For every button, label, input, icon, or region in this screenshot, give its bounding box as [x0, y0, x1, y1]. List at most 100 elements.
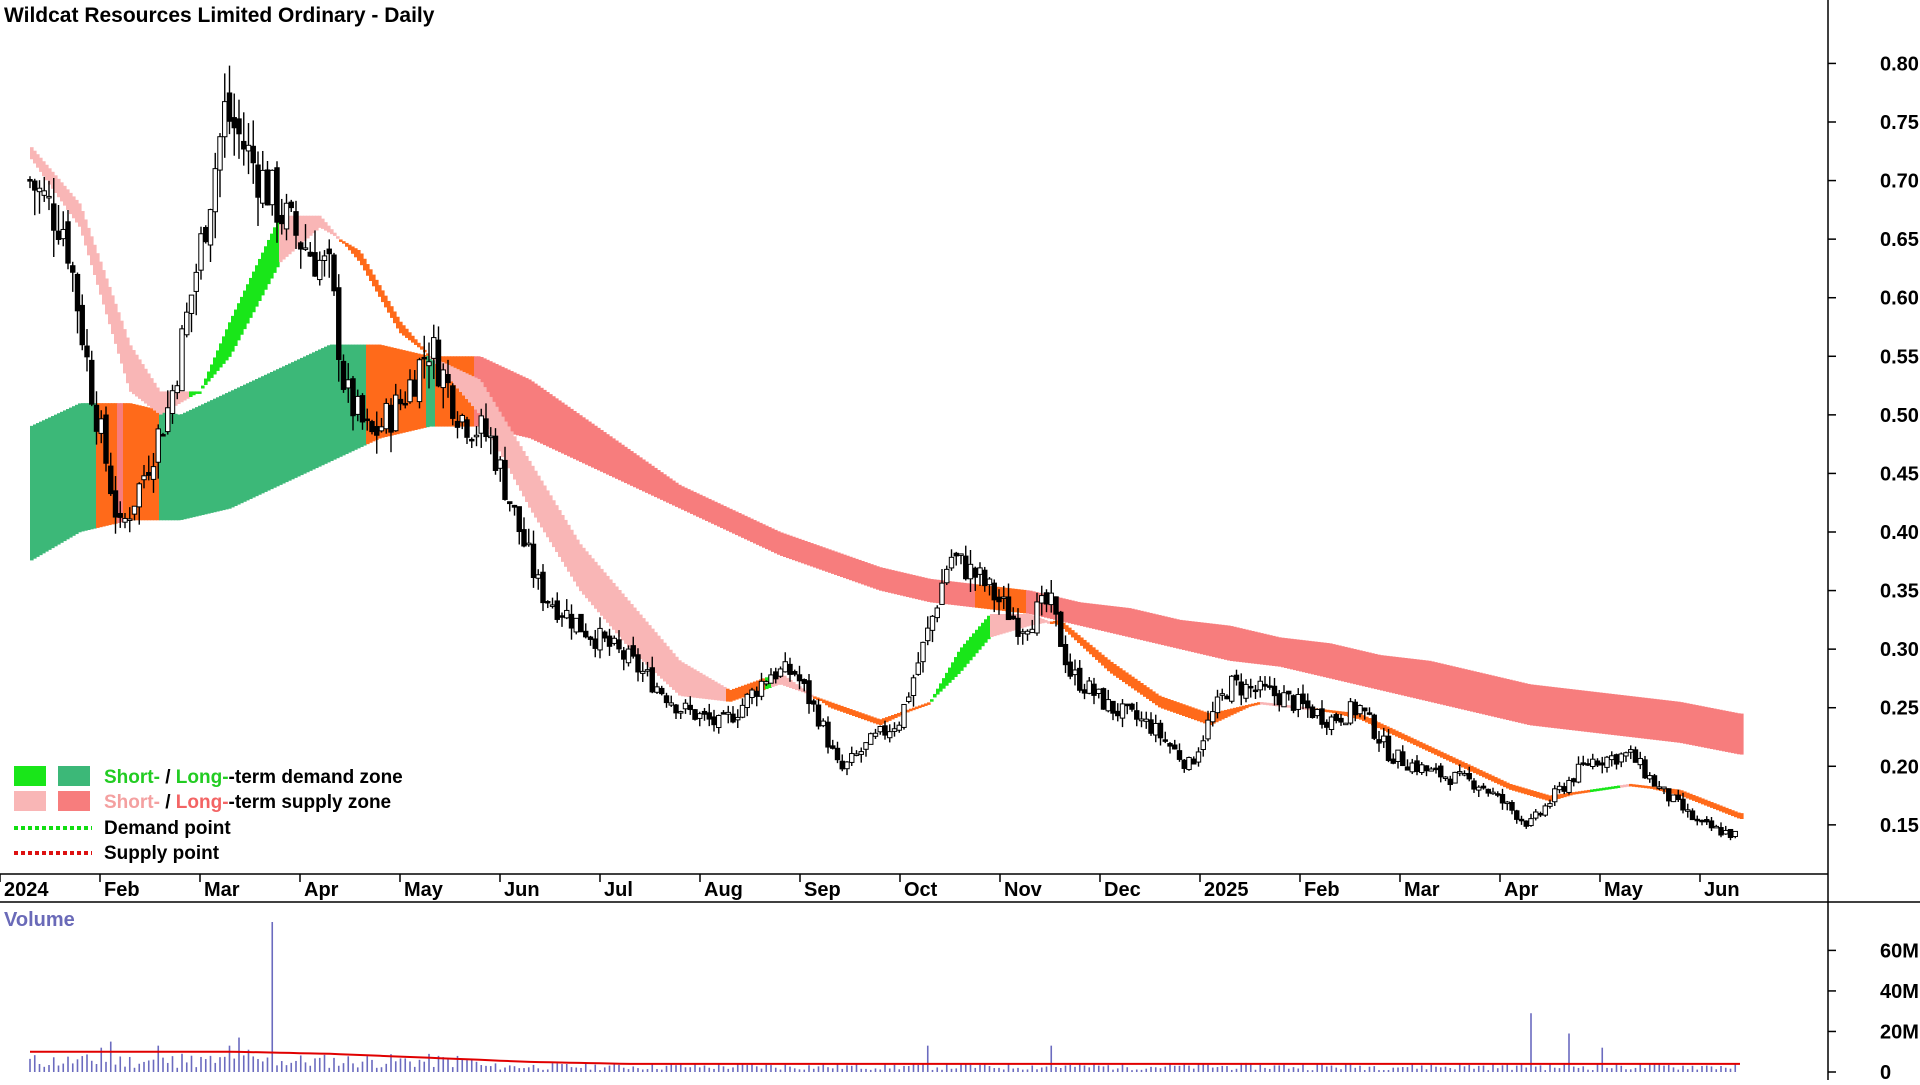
short-term-zone-slice [1629, 783, 1633, 787]
legend-swatch-long-demand [58, 766, 90, 786]
long-term-zone-slice [630, 451, 634, 486]
candle-body [1704, 819, 1710, 823]
long-term-zone-slice [1095, 604, 1099, 630]
short-term-zone-slice [513, 436, 517, 480]
short-term-zone-slice [495, 406, 499, 446]
short-term-zone-slice [1575, 791, 1579, 795]
candle-body [1134, 710, 1140, 720]
short-term-zone-slice [135, 354, 139, 397]
short-term-zone-slice [741, 685, 745, 698]
short-term-zone-slice [318, 215, 322, 228]
long-term-zone-slice [1032, 591, 1036, 615]
long-term-zone-slice [1398, 657, 1402, 695]
short-term-zone-slice [624, 597, 628, 644]
short-term-zone-slice [681, 662, 685, 697]
legend-short-demand-label: Short- [104, 767, 160, 788]
short-term-zone-slice [981, 622, 985, 647]
short-term-zone-slice [54, 175, 58, 193]
date-tick-label: 2025 [1204, 879, 1249, 901]
short-term-zone-slice [309, 215, 313, 236]
volume-tick-label: 60M [1880, 940, 1919, 962]
volume-moving-average-line [30, 1050, 1740, 1065]
long-term-zone-slice [1275, 636, 1279, 667]
candle-body [1281, 692, 1287, 708]
long-term-zone-slice [1680, 702, 1684, 744]
short-term-zone-slice [1359, 713, 1363, 720]
short-term-zone-slice [1482, 771, 1486, 778]
long-term-zone-slice [726, 507, 730, 531]
candle-body [454, 420, 461, 428]
long-term-zone-slice [1689, 703, 1693, 745]
candle-body [1466, 772, 1472, 780]
long-term-zone-slice [819, 546, 823, 570]
short-term-zone-slice [1431, 747, 1435, 754]
long-term-zone-slice [1323, 642, 1327, 678]
candle-body [659, 687, 665, 695]
price-tick-label: 0.50 [1880, 405, 1919, 427]
short-term-zone-slice [675, 656, 679, 693]
long-term-zone-slice [393, 347, 397, 435]
candle-body [815, 704, 822, 727]
short-term-zone-slice [1398, 732, 1402, 738]
long-term-zone-slice [1545, 686, 1549, 728]
short-term-zone-slice [933, 693, 937, 698]
short-term-zone-slice [45, 164, 49, 181]
long-term-zone-slice [1452, 666, 1456, 708]
candle-body [720, 712, 727, 715]
candle-body [910, 677, 917, 696]
candle-body [934, 607, 940, 619]
candle-body [573, 617, 579, 633]
short-term-zone-slice [1146, 687, 1150, 699]
long-term-zone-slice [168, 412, 172, 521]
short-term-zone-slice [825, 700, 829, 706]
long-term-zone-slice [660, 472, 664, 500]
long-term-zone-slice [255, 379, 259, 497]
long-term-zone-slice [276, 369, 280, 487]
candle-body [1029, 628, 1035, 634]
candle-body [174, 385, 180, 394]
short-term-zone-slice [852, 710, 856, 716]
short-term-zone-slice [1392, 729, 1396, 736]
long-term-zone-slice [192, 408, 196, 518]
short-term-zone-slice [1056, 620, 1060, 625]
candle-body [1723, 829, 1729, 835]
short-term-zone-slice [1086, 642, 1090, 652]
short-term-zone-slice [1494, 777, 1498, 783]
long-term-zone-slice [249, 381, 253, 499]
long-term-zone-slice [1590, 691, 1594, 733]
long-term-zone-slice [1386, 655, 1390, 692]
short-term-zone-slice [1008, 614, 1012, 632]
long-term-zone-slice [1011, 588, 1015, 612]
candle-body [1053, 596, 1059, 615]
candle-body [1191, 758, 1197, 765]
long-term-zone-slice [1737, 713, 1741, 755]
long-term-zone-slice [531, 381, 535, 440]
long-term-zone-slice [1362, 651, 1366, 687]
candle-body [32, 180, 38, 191]
candle-body [1153, 722, 1159, 736]
long-term-zone-slice [606, 434, 610, 475]
long-term-zone-slice [1086, 603, 1090, 628]
long-term-zone-slice [738, 513, 742, 537]
short-term-zone-slice [1434, 748, 1438, 755]
candle-body [1309, 706, 1316, 719]
long-term-zone-slice [1695, 705, 1699, 747]
candles [27, 65, 1738, 841]
long-term-zone-slice [975, 584, 979, 608]
candle-body [545, 601, 551, 604]
candle-body [839, 760, 845, 770]
short-term-zone-slice [1242, 705, 1246, 710]
short-term-zone-slice [141, 364, 145, 402]
short-term-zone-slice [1527, 789, 1531, 796]
long-term-zone-slice [1290, 638, 1294, 670]
long-term-zone-slice [777, 531, 781, 555]
short-term-zone-slice [960, 647, 964, 671]
candle-body [1219, 693, 1225, 696]
candle-body [526, 542, 532, 546]
long-term-zone-slice [1572, 689, 1576, 731]
short-term-zone-slice [159, 391, 163, 415]
short-term-zone-slice [1650, 786, 1654, 789]
candle-body [1162, 739, 1168, 742]
long-term-zone-slice [699, 494, 703, 519]
long-term-zone-slice [1179, 619, 1183, 650]
